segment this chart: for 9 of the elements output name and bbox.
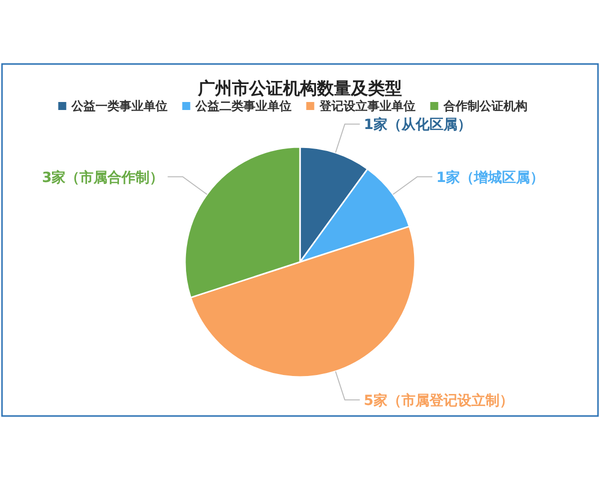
- legend-label: 登记设立事业单位: [318, 99, 416, 113]
- legend-label: 公益一类事业单位: [70, 99, 168, 113]
- data-label: 1家（从化区属）: [364, 116, 472, 134]
- chart-title: 广州市公证机构数量及类型: [197, 79, 402, 99]
- legend-label: 合作制公证机构: [442, 99, 528, 113]
- data-label: 3家（市属合作制）: [42, 168, 164, 186]
- data-label: 1家（增城区属）: [436, 168, 544, 186]
- data-label: 5家（市属登记设立制）: [364, 392, 514, 409]
- legend-label: 公益二类事业单位: [194, 99, 292, 113]
